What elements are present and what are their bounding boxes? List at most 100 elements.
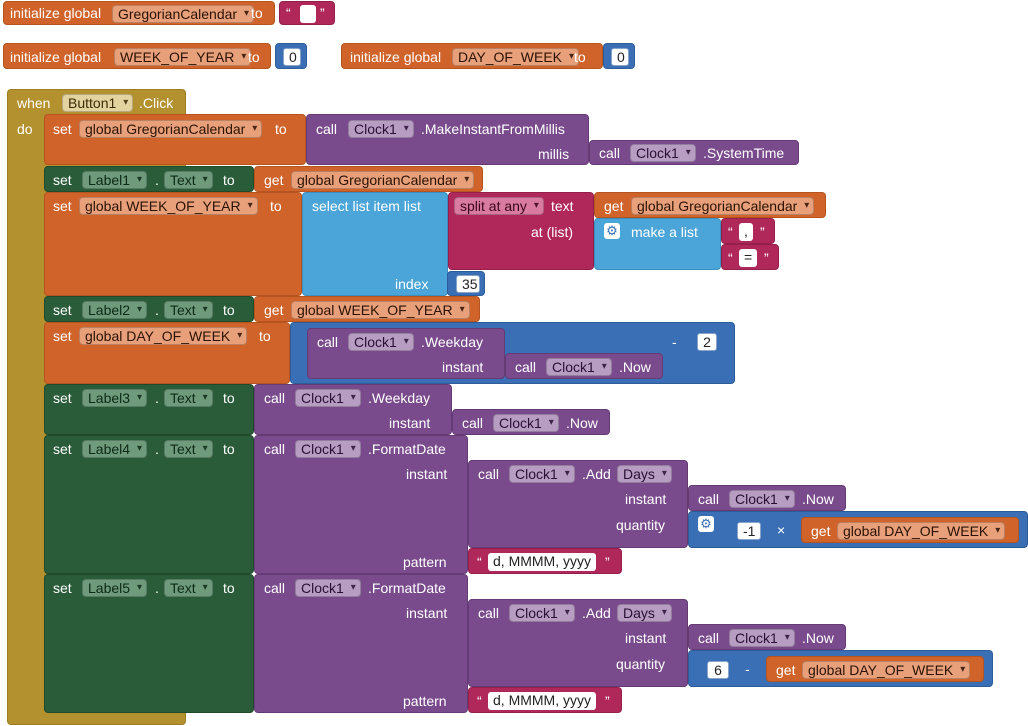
text-sep-comma[interactable]: “ , ”	[721, 218, 775, 244]
get-greg-2[interactable]: get global GregorianCalendar	[594, 192, 826, 218]
get-greg[interactable]: get global GregorianCalendar	[254, 166, 483, 192]
call-label: call	[317, 334, 339, 350]
text-sep-equals[interactable]: “ = ”	[721, 244, 779, 270]
quote-open: “	[477, 693, 482, 709]
make-a-list[interactable]: ⚙ make a list	[594, 218, 721, 270]
split-at-any[interactable]: split at any text at (list)	[448, 192, 594, 270]
set-global-woy[interactable]: set global WEEK_OF_YEAR to	[44, 192, 302, 296]
gear-icon[interactable]: ⚙	[698, 516, 714, 532]
var-name-gregorian[interactable]: GregorianCalendar	[112, 5, 255, 23]
gear-icon[interactable]: ⚙	[604, 223, 620, 239]
quote-open: “	[728, 224, 733, 240]
component-dropdown[interactable]: Clock1	[493, 414, 559, 432]
empty-text-value[interactable]	[300, 5, 316, 23]
number-value[interactable]: 0	[283, 48, 301, 66]
number-value[interactable]: -1	[737, 522, 761, 540]
component-dropdown[interactable]: Clock1	[509, 604, 575, 622]
component-dropdown[interactable]: Clock1	[348, 333, 414, 351]
unit-dropdown[interactable]: Days	[617, 465, 672, 483]
call-system-time[interactable]: call Clock1 .SystemTime	[589, 140, 799, 165]
pattern-value[interactable]: d, MMMM, yyyy	[488, 692, 596, 710]
call-format-date[interactable]: call Clock1 .FormatDate instant pattern	[254, 435, 468, 574]
at-list-label: at (list)	[531, 224, 573, 240]
unit-dropdown[interactable]: Days	[617, 604, 672, 622]
property-dropdown[interactable]: Text	[164, 301, 213, 319]
call-weekday[interactable]: call Clock1 .Weekday instant	[307, 328, 505, 379]
call-now[interactable]: call Clock1 .Now	[505, 353, 663, 379]
empty-text-block[interactable]: “ ”	[279, 1, 335, 25]
property-dropdown[interactable]: Text	[164, 171, 213, 189]
set-label2-text[interactable]: set Label2 . Text to	[44, 296, 254, 322]
set-global-dow[interactable]: set global DAY_OF_WEEK to	[44, 322, 290, 384]
text-pattern[interactable]: “ d, MMMM, yyyy ”	[468, 548, 622, 574]
component-dropdown[interactable]: Clock1	[729, 629, 795, 647]
property-dropdown[interactable]: Text	[164, 389, 213, 407]
var-dropdown[interactable]: global WEEK_OF_YEAR	[79, 197, 258, 215]
number-block-dow[interactable]: 0	[603, 43, 635, 69]
method-name: .FormatDate	[368, 441, 446, 457]
get-label: get	[776, 662, 796, 678]
call-add-days[interactable]: call Clock1 .Add Days instant quantity	[468, 460, 688, 548]
number-value[interactable]: 35	[456, 275, 480, 293]
get-woy[interactable]: get global WEEK_OF_YEAR	[254, 296, 480, 322]
set-label4-text[interactable]: set Label4 . Text to	[44, 435, 254, 574]
call-add-days-2[interactable]: call Clock1 .Add Days instant quantity	[468, 599, 688, 687]
var-dropdown[interactable]: global DAY_OF_WEEK	[79, 327, 248, 345]
call-now-2[interactable]: call Clock1 .Now	[452, 409, 610, 435]
component-dropdown[interactable]: Clock1	[295, 389, 361, 407]
component-dropdown[interactable]: Label4	[82, 440, 148, 458]
get-label: get	[264, 172, 284, 188]
number-block-woy[interactable]: 0	[275, 43, 307, 69]
dot: .	[155, 172, 159, 188]
var-dropdown[interactable]: global GregorianCalendar	[79, 120, 263, 138]
var-dropdown[interactable]: global GregorianCalendar	[291, 171, 475, 189]
number-value[interactable]: 6	[707, 661, 729, 679]
number-block-index[interactable]: 35	[447, 271, 485, 296]
init-global-day-of-week[interactable]: initialize global DAY_OF_WEEK to	[341, 43, 603, 69]
var-dropdown[interactable]: global GregorianCalendar	[631, 197, 815, 215]
get-dow[interactable]: get global DAY_OF_WEEK	[801, 517, 1019, 543]
text-value[interactable]: ,	[739, 223, 753, 241]
init-global-gregorian[interactable]: initialize global GregorianCalendar to	[3, 1, 275, 25]
to-label: to	[251, 5, 263, 21]
component-dropdown[interactable]: Label1	[82, 171, 148, 189]
var-name-week-of-year[interactable]: WEEK_OF_YEAR	[114, 48, 252, 66]
component-dropdown[interactable]: Clock1	[546, 358, 612, 376]
split-dropdown[interactable]: split at any	[454, 197, 544, 215]
select-list-item[interactable]: select list item list index	[302, 192, 448, 296]
call-make-instant[interactable]: call Clock1 .MakeInstantFromMillis milli…	[306, 114, 589, 165]
number-value[interactable]: 0	[611, 48, 629, 66]
component-dropdown[interactable]: Label2	[82, 301, 148, 319]
pattern-value[interactable]: d, MMMM, yyyy	[488, 553, 596, 571]
component-dropdown[interactable]: Clock1	[729, 490, 795, 508]
component-dropdown[interactable]: Label3	[82, 389, 148, 407]
set-label3-text[interactable]: set Label3 . Text to	[44, 384, 254, 435]
var-dropdown[interactable]: global WEEK_OF_YEAR	[291, 301, 470, 319]
init-global-week-of-year[interactable]: initialize global WEEK_OF_YEAR to	[3, 43, 271, 69]
text-label: text	[551, 198, 574, 214]
call-now-4[interactable]: call Clock1 .Now	[688, 624, 846, 650]
call-now-3[interactable]: call Clock1 .Now	[688, 485, 846, 511]
text-pattern-2[interactable]: “ d, MMMM, yyyy ”	[468, 687, 622, 713]
component-dropdown[interactable]: Label5	[82, 579, 148, 597]
var-dropdown[interactable]: global DAY_OF_WEEK	[802, 661, 971, 679]
var-name-day-of-week[interactable]: DAY_OF_WEEK	[452, 48, 579, 66]
set-label1-text[interactable]: set Label1 . Text to	[44, 166, 254, 192]
get-dow-2[interactable]: get global DAY_OF_WEEK	[766, 656, 984, 682]
var-dropdown[interactable]: global DAY_OF_WEEK	[837, 522, 1006, 540]
set-global-gregorian[interactable]: set global GregorianCalendar to	[44, 114, 306, 165]
property-dropdown[interactable]: Text	[164, 440, 213, 458]
call-format-date-2[interactable]: call Clock1 .FormatDate instant pattern	[254, 574, 468, 713]
component-dropdown[interactable]: Clock1	[295, 579, 361, 597]
property-dropdown[interactable]: Text	[164, 579, 213, 597]
component-dropdown[interactable]: Clock1	[509, 465, 575, 483]
component-dropdown[interactable]: Clock1	[295, 440, 361, 458]
number-value[interactable]: 2	[697, 333, 717, 351]
component-dropdown[interactable]: Clock1	[630, 144, 696, 162]
call-weekday-2[interactable]: call Clock1 .Weekday instant	[254, 384, 452, 435]
text-value[interactable]: =	[739, 249, 758, 267]
to-label: to	[248, 49, 260, 65]
set-label5-text[interactable]: set Label5 . Text to	[44, 574, 254, 713]
component-dropdown[interactable]: Clock1	[348, 120, 414, 138]
component-dropdown-button1[interactable]: Button1	[62, 94, 134, 112]
